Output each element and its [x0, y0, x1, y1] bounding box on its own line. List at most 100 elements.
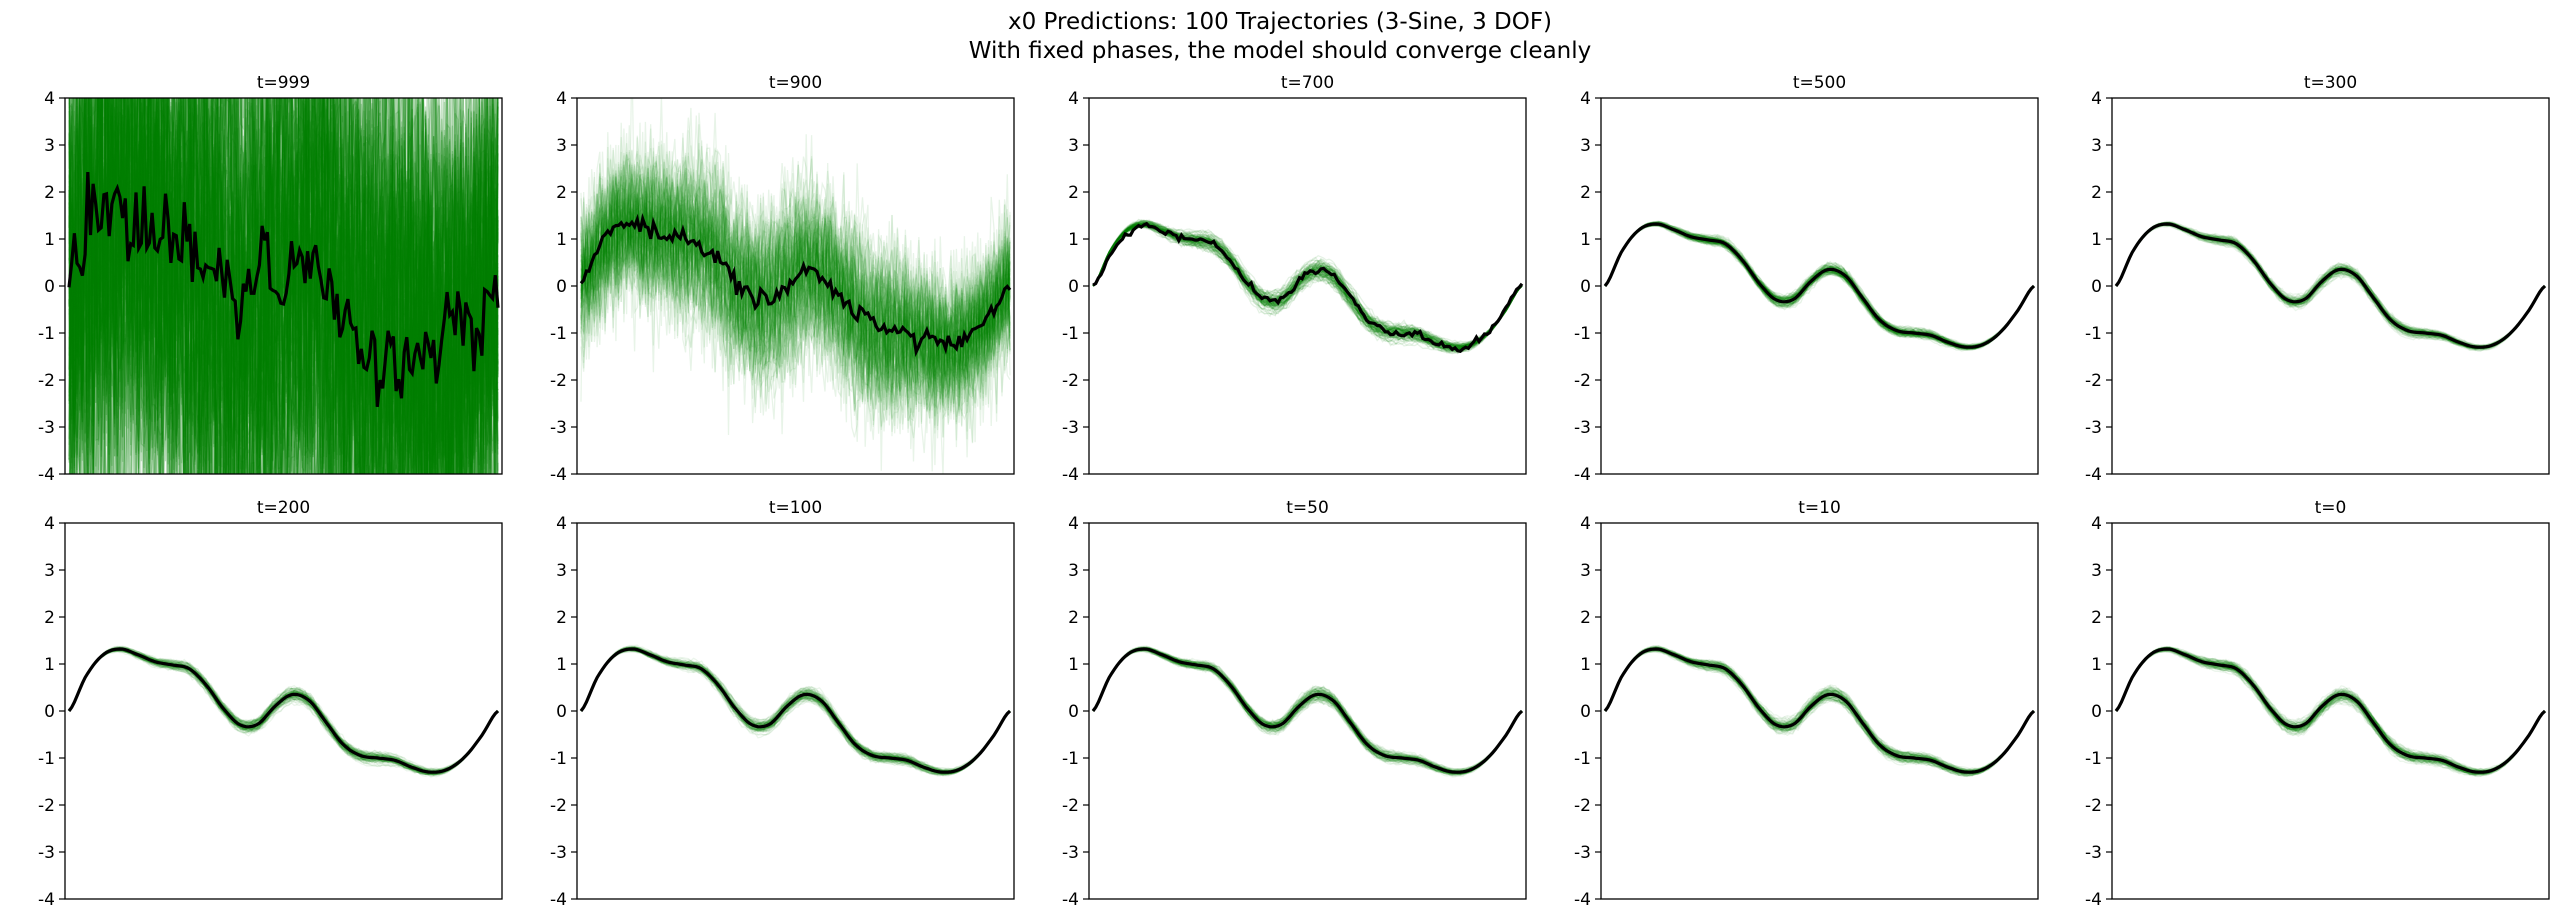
- trajectory-line: [2115, 225, 2546, 348]
- trajectory-line: [68, 98, 499, 474]
- trajectory-line: [2115, 221, 2546, 347]
- trajectory-line: [68, 98, 499, 474]
- trajectory-line: [68, 648, 499, 775]
- y-tick-label: 1: [44, 230, 55, 250]
- trajectory-line: [2115, 649, 2546, 772]
- trajectory-line: [68, 98, 499, 474]
- trajectory-line: [68, 648, 499, 773]
- y-tick-label: -1: [1062, 749, 1079, 769]
- trajectory-line: [1604, 645, 2035, 771]
- trajectory-line: [580, 647, 1011, 772]
- trajectory-line: [1604, 647, 2035, 772]
- trajectory-line: [68, 98, 499, 474]
- trajectory-line: [68, 98, 499, 474]
- trajectory-line: [68, 98, 499, 474]
- trajectory-line: [2115, 646, 2546, 771]
- trajectory-line: [68, 98, 499, 474]
- y-tick-label: 0: [2091, 277, 2102, 297]
- y-tick-label: 1: [44, 655, 55, 675]
- trajectory-line: [580, 107, 1011, 411]
- trajectory-line: [68, 645, 499, 774]
- trajectory-line: [580, 647, 1011, 776]
- trajectory-line: [580, 649, 1011, 775]
- trajectory-line: [68, 98, 499, 474]
- y-tick-label: -4: [1574, 890, 1591, 910]
- trajectory-line: [580, 148, 1011, 425]
- trajectory-line: [1604, 647, 2035, 773]
- trajectory-line: [1604, 222, 2035, 348]
- trajectory-line: [68, 98, 499, 474]
- trajectory-line: [2115, 648, 2546, 775]
- trajectory-line: [580, 649, 1011, 777]
- trajectory-line: [2115, 223, 2546, 351]
- trajectory-line: [580, 112, 1011, 396]
- trajectory-line: [68, 648, 499, 774]
- y-tick-label: 3: [556, 561, 567, 581]
- trajectory-line: [68, 647, 499, 776]
- trajectory-line: [1604, 223, 2035, 351]
- trajectory-line: [1092, 219, 1523, 347]
- trajectory-line: [68, 98, 499, 474]
- trajectory-line: [2115, 223, 2546, 349]
- trajectory-line: [580, 143, 1011, 426]
- trajectory-line: [580, 648, 1011, 773]
- trajectory-line: [68, 646, 499, 773]
- trajectory-line: [2115, 223, 2546, 349]
- trajectory-line: [68, 98, 499, 474]
- y-tick-label: -2: [1574, 796, 1591, 816]
- trajectory-line: [580, 646, 1011, 773]
- mean-trajectory-line: [1603, 647, 2036, 774]
- trajectory-line: [2115, 222, 2546, 348]
- y-tick-label: 4: [1068, 89, 1079, 109]
- trajectory-line: [580, 648, 1011, 774]
- axes-frame: [64, 522, 503, 900]
- trajectory-line: [1604, 221, 2035, 349]
- y-tick-label: -4: [2085, 890, 2102, 910]
- trajectory-line: [1604, 645, 2035, 772]
- trajectory-line: [68, 98, 499, 474]
- trajectory-line: [1092, 223, 1523, 348]
- trajectory-line: [1604, 648, 2035, 774]
- trajectory-line: [68, 649, 499, 775]
- trajectory-line: [580, 649, 1011, 774]
- trajectory-line: [580, 648, 1011, 772]
- trajectory-line: [1604, 222, 2035, 349]
- trajectory-line: [1092, 648, 1523, 774]
- trajectory-line: [1604, 649, 2035, 778]
- trajectory-line: [1092, 649, 1523, 777]
- trajectory-line: [580, 646, 1011, 772]
- trajectory-line: [580, 144, 1011, 444]
- trajectory-line: [580, 647, 1011, 775]
- trajectory-line: [1604, 222, 2035, 350]
- trajectory-line: [580, 176, 1011, 408]
- y-tick-label: 0: [44, 277, 55, 297]
- trajectory-line: [1604, 223, 2035, 349]
- trajectory-line: [1604, 649, 2035, 773]
- trajectory-line: [68, 649, 499, 772]
- trajectory-line: [1092, 220, 1523, 348]
- trajectory-line: [68, 98, 499, 474]
- trajectory-line: [580, 172, 1011, 411]
- trajectory-line: [68, 98, 499, 474]
- trajectory-line: [68, 98, 499, 474]
- y-tick-label: -3: [1574, 418, 1591, 438]
- trajectory-line: [68, 98, 499, 474]
- trajectory-line: [1604, 647, 2035, 775]
- trajectory-line: [1092, 224, 1523, 351]
- trajectory-line: [2115, 649, 2546, 775]
- trajectory-line: [1092, 224, 1523, 351]
- trajectory-line: [68, 647, 499, 773]
- trajectory-line: [2115, 648, 2546, 773]
- trajectory-line: [68, 650, 499, 774]
- trajectory-line: [68, 648, 499, 772]
- trajectory-line: [68, 649, 499, 773]
- trajectory-line: [1604, 645, 2035, 772]
- trajectory-line: [68, 98, 499, 474]
- trajectory-line: [580, 173, 1011, 450]
- trajectory-line: [2115, 223, 2546, 350]
- trajectory-line: [1604, 223, 2035, 350]
- trajectory-line: [580, 646, 1011, 774]
- trajectory-line: [580, 648, 1011, 773]
- trajectory-line: [1604, 222, 2035, 348]
- trajectory-line: [1604, 222, 2035, 351]
